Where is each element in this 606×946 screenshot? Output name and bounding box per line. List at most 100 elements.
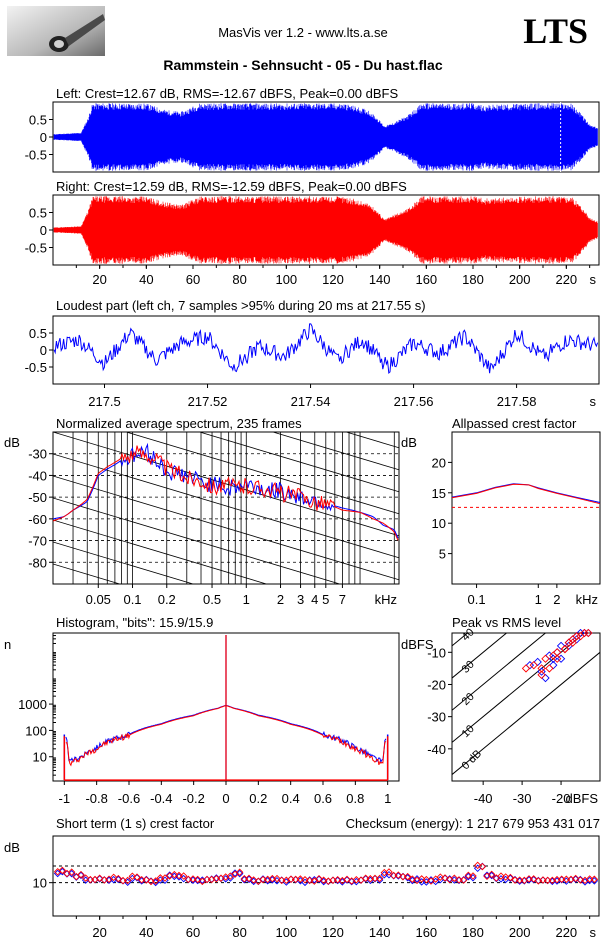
short-crest-point-right — [156, 874, 165, 882]
spectrum-y-tick-label: -30 — [28, 447, 47, 462]
histogram-x-tick-label: -0.6 — [118, 791, 140, 806]
spectrum-x-tick-label: 7 — [339, 592, 346, 607]
spectrum-x-unit: kHz — [375, 592, 397, 607]
peak-rms-point-right — [529, 661, 538, 670]
short-crest-point-right — [147, 877, 155, 886]
short-crest-point-right — [539, 876, 547, 884]
short-crest-x-unit: s — [590, 925, 597, 940]
allpassed-x-tick-label: 2 — [553, 592, 560, 607]
spectrum-title: Normalized average spectrum, 235 frames — [56, 416, 302, 431]
peak-rms-point-right — [541, 654, 550, 663]
spectrum-x-tick-label: 0.1 — [123, 592, 141, 607]
short-crest-point-right — [487, 870, 496, 879]
allpassed-y-tick-label: 15 — [432, 486, 446, 501]
loudest-part-x-tick-label: 217.5 — [88, 394, 121, 409]
histogram-title: Histogram, "bits": 15.9/15.9 — [56, 615, 213, 630]
allpassed-y-label: dB — [401, 435, 417, 450]
spectrum-x-tick-label: 4 — [311, 592, 318, 607]
histogram-x-tick-label: -0.8 — [85, 791, 107, 806]
short-crest-point-right — [291, 875, 300, 884]
peak-rms-point-right — [568, 638, 577, 647]
short-crest-point-right — [352, 876, 361, 884]
short-crest-point-right — [319, 876, 328, 885]
allpassed-x-tick-label: 0.1 — [468, 592, 486, 607]
short-crest-point-right — [506, 873, 515, 882]
spectrum-x-tick-label: 1 — [243, 592, 250, 607]
short-crest-point-right — [511, 876, 519, 884]
peak-rms-point-right — [584, 628, 593, 638]
short-crest-point-right — [119, 876, 127, 885]
spectrum-slope-line — [198, 432, 399, 493]
short-crest-point-right — [576, 876, 585, 884]
short-crest-point-right — [277, 876, 286, 885]
spectrum-x-tick-label: 0.5 — [203, 592, 221, 607]
short-crest-point-right — [417, 875, 426, 883]
spectrum-slope-line — [53, 432, 399, 537]
histogram-x-tick-label: 0.8 — [346, 791, 364, 806]
spectrum-y-label: dB — [4, 435, 20, 450]
short-crest-point-right — [469, 872, 477, 880]
histogram-y-tick-label: 10 — [33, 750, 47, 765]
peak-rms-crest-line — [452, 633, 469, 647]
right-waveform-x-tick-label: 200 — [509, 272, 531, 287]
file-title: Rammstein - Sehnsucht - 05 - Du hast.fla… — [163, 57, 443, 73]
histogram-x-tick-label: 0.2 — [249, 791, 267, 806]
short-crest-point-right — [455, 876, 463, 884]
histogram-y-tick-label: 100 — [25, 723, 47, 738]
spectrum-slope-line — [53, 519, 268, 584]
short-crest-point-right — [184, 875, 193, 884]
short-crest-point-left — [231, 869, 239, 877]
short-crest-point-right — [296, 875, 305, 883]
short-crest-point-right — [137, 876, 146, 884]
histogram-x-tick-label: 0.6 — [314, 791, 332, 806]
histogram-x-tick-label: 0 — [222, 791, 229, 806]
logo-photo — [7, 6, 105, 56]
left-waveform-title: Left: Crest=12.67 dB, RMS=-12.67 dBFS, P… — [56, 86, 398, 101]
short-crest-x-tick-label: 140 — [369, 925, 391, 940]
loudest-part-y-tick-label: 0.5 — [29, 326, 47, 341]
right-waveform-x-tick-label: 140 — [369, 272, 391, 287]
short-crest-point-left — [161, 876, 169, 885]
histogram-x-tick-label: -0.2 — [182, 791, 204, 806]
short-crest-point-right — [67, 868, 76, 876]
short-crest-point-right — [501, 873, 510, 881]
short-crest-point-right — [375, 874, 384, 883]
short-crest-point-right — [361, 874, 370, 882]
short-crest-point-left — [394, 872, 403, 880]
short-crest-point-right — [515, 876, 524, 884]
loudest-part-line — [53, 323, 599, 375]
loudest-part-y-tick-label: -0.5 — [25, 360, 47, 375]
left-waveform-y-tick-label: 0.5 — [29, 113, 47, 128]
peak-rms-y-tick-label: -10 — [427, 645, 446, 660]
allpassed-series-right — [451, 483, 601, 505]
short-crest-point-left — [105, 876, 113, 885]
short-crest-point-left — [198, 876, 207, 884]
spectrum-slope-line — [271, 432, 399, 471]
right-waveform-x-tick-label: 60 — [186, 272, 200, 287]
peak-rms-x-tick-label: -20 — [552, 791, 571, 806]
allpassed-x-tick-label: 1 — [535, 592, 542, 607]
short-crest-point-right — [305, 876, 314, 885]
right-waveform-x-tick-label: 80 — [232, 272, 246, 287]
peak-rms-point-left — [541, 673, 550, 683]
spectrum-y-tick-label: -70 — [28, 534, 47, 549]
allpassed-y-tick-label: 20 — [432, 455, 446, 470]
spectrum-x-tick-label: 3 — [297, 592, 304, 607]
short-crest-point-right — [562, 875, 571, 884]
right-waveform-x-tick-label: 220 — [555, 272, 577, 287]
peak-rms-point-right — [552, 648, 562, 657]
peak-rms-point-right — [545, 664, 554, 673]
short-crest-point-right — [371, 874, 379, 883]
checksum-text: Checksum (energy): 1 217 679 953 431 017 — [346, 816, 600, 831]
loudest-part-x-unit: s — [590, 394, 597, 409]
loudest-part-y-tick-label: 0 — [40, 343, 47, 358]
short-crest-title: Short term (1 s) crest factor — [56, 816, 215, 831]
peak-rms-title: Peak vs RMS level — [452, 615, 561, 630]
short-crest-x-tick-label: 80 — [232, 925, 246, 940]
short-crest-point-left — [487, 871, 496, 880]
peak-rms-point-right — [552, 654, 562, 663]
short-crest-point-right — [553, 875, 561, 884]
short-crest-point-right — [133, 873, 141, 881]
short-crest-point-right — [170, 870, 179, 879]
spectrum-slope-line — [53, 453, 399, 559]
